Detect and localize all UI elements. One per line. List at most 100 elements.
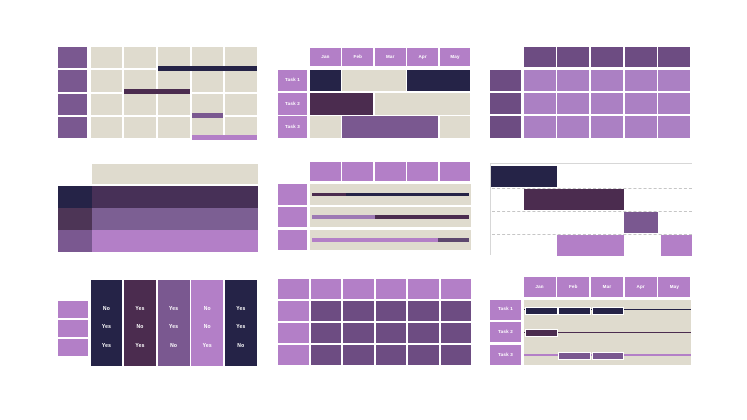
grid-cell [624,116,657,138]
task-label-cell [490,322,521,343]
grid-cell [374,92,471,115]
band [92,164,258,184]
matrix-value: No [203,324,211,330]
yes-no-matrix-template[interactable]: No Yes Yes Yes No Yes Yes Yes No No No Yes Yes Yes No [58,278,258,378]
month-label: Apr [636,283,645,289]
column-header-cell [310,162,341,181]
row-header-cell [278,229,307,251]
progress-segment [374,215,469,219]
grid-cell [439,116,471,139]
grid-cell [124,47,156,69]
matrix-value: Yes [101,324,112,330]
month-label: Mar [602,283,612,289]
row-header-cell [58,70,87,92]
gantt-bar [491,165,557,187]
grid-cell [624,93,657,115]
grid-cell [157,93,190,115]
matrix-column [157,280,190,366]
matrix-value: Yes [236,305,246,312]
grid-cell [557,69,590,92]
matrix-value: No [170,342,178,349]
grid-cell [342,69,406,92]
band-label-cell [58,229,92,252]
task-label-cell [278,116,307,139]
grid-cell [658,69,691,92]
row-header-cell [490,93,521,115]
row-separator [492,233,692,235]
matrix-value: Yes [101,342,112,349]
gantt-bar [558,306,591,315]
border-top [490,163,692,164]
timeline-line [523,331,691,334]
grid-cell [557,93,590,115]
row-header-cell [58,319,88,337]
column-header-cell [557,47,590,67]
grid-cell [440,322,472,343]
grid-cell [90,116,123,139]
grid-cell [225,93,258,115]
band [92,185,258,208]
task-label: Task 3 [285,123,300,129]
row-header-cell [58,47,87,69]
progress-segment [311,215,375,219]
grid-cell [658,93,691,115]
progress-rows-template[interactable] [278,162,472,252]
month-label: Apr [418,53,427,59]
month-label: May [450,53,460,59]
gantt-bar [661,234,692,256]
grid-cell [440,344,472,365]
gantt-bar [157,65,258,71]
month-header-cell [342,48,374,66]
row-header-cell [278,184,307,205]
grid-cell [523,69,556,92]
gantt-bar [624,211,658,233]
waterfall-gantt-template[interactable] [490,163,692,256]
gantt-bar [524,329,558,338]
row-header-cell [278,300,309,322]
matrix-column [191,280,224,366]
grid-cell [225,70,258,92]
row-header-cell [278,344,309,365]
gantt-timeline-lines-template[interactable]: Jan Feb Mar Apr May Task 1 Task 2 Task 3 [490,277,692,373]
row-header-cell [490,69,521,92]
gantt-cell-bar [342,116,439,139]
grid-cell [523,93,556,115]
grid-cell [557,116,590,138]
row-header-cell [490,116,521,138]
month-header-cell [439,48,471,66]
matrix-value: Yes [169,305,179,312]
row-separator [492,210,692,212]
column-header-cell [408,279,439,300]
gantt-month-cells-template[interactable]: Jan Feb Mar Apr May Task 1 Task 2 Task 3 [278,48,472,140]
matrix-column [224,280,257,366]
column-header-cell [342,162,374,181]
month-label: Feb [353,53,363,59]
band-label-cell [58,185,92,208]
task-label: Task 1 [498,306,513,312]
gantt-grid-bars-template[interactable] [58,47,258,140]
month-header-cell [590,277,624,297]
task-label: Task 3 [498,351,513,357]
solid-grid-table-template[interactable] [278,279,472,367]
border-left [490,163,491,255]
column-header-cell [590,47,624,67]
stacked-bands-template[interactable] [58,162,258,252]
row-header-cell [278,206,307,228]
month-header-cell [374,48,406,66]
grid-cell [191,93,224,115]
matrix-value: Yes [169,324,179,330]
row-header-cell [278,322,309,343]
column-header-cell [375,279,407,300]
task-label-cell [490,299,521,320]
grid-cell [225,47,258,69]
task-label-cell [490,344,521,366]
month-header-cell [310,48,341,66]
matrix-value: No [203,305,211,312]
offset-header-table-template[interactable] [490,47,692,140]
month-header-cell [557,277,590,297]
month-label: May [669,283,680,289]
gantt-bar [191,135,258,140]
grid-cell [310,300,342,322]
grid-cell [124,93,156,115]
